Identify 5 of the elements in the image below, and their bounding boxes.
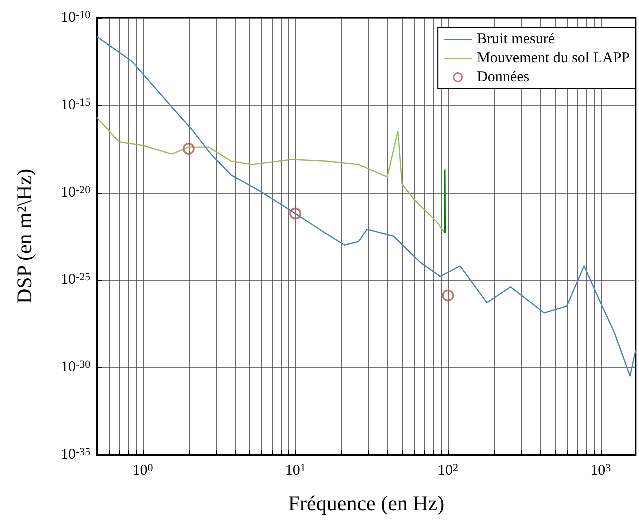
- legend-label: Mouvement du sol LAPP: [477, 50, 630, 66]
- y-axis-title: DSP (en m²\Hz): [12, 168, 36, 304]
- legend-label: Bruit mesuré: [477, 32, 556, 48]
- x-axis-title: Fréquence (en Hz): [288, 492, 445, 516]
- legend-label: Données: [477, 70, 530, 86]
